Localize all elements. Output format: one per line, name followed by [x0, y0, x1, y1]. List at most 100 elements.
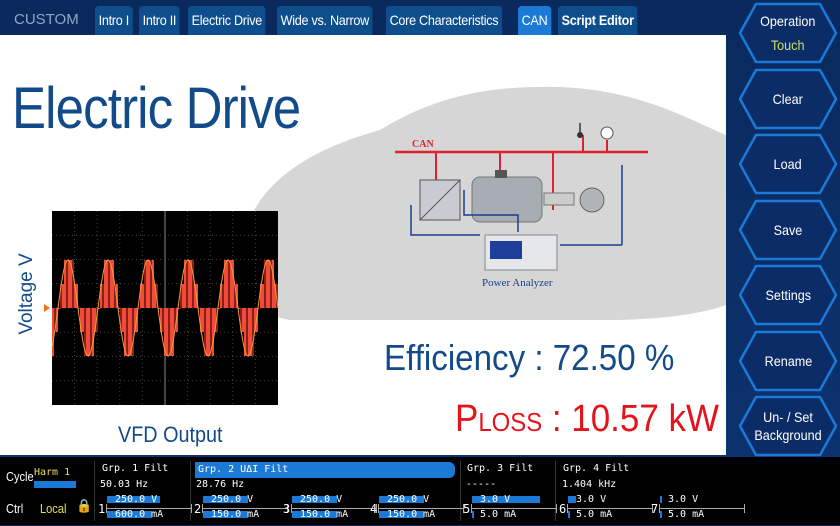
- pwm-segment: [256, 308, 258, 332]
- pwm-segment: [168, 308, 170, 356]
- pwm-segment: [160, 308, 162, 332]
- pwm-segment: [238, 308, 240, 309]
- pwm-segment: [272, 260, 274, 308]
- pwm-segment: [172, 308, 174, 356]
- tab-electric-drive[interactable]: Electric Drive: [187, 6, 266, 35]
- pwm-segment: [112, 260, 114, 308]
- pwm-segment: [166, 308, 168, 356]
- pwm-segment: [252, 308, 254, 356]
- pwm-segment: [92, 308, 94, 356]
- pwm-segment: [240, 308, 242, 332]
- pwm-segment: [222, 284, 224, 308]
- pwm-segment: [258, 308, 260, 309]
- pwm-segment: [208, 308, 210, 356]
- tab-bar: CUSTOM Intro I Intro II Electric Drive W…: [0, 4, 649, 35]
- pwm-segment: [176, 308, 178, 332]
- pwm-segment: [98, 308, 100, 309]
- pwm-segment: [218, 308, 220, 309]
- pwm-segment: [88, 308, 90, 356]
- pwm-segment: [180, 284, 182, 308]
- tab-intro-2[interactable]: Intro II: [139, 6, 181, 35]
- pwm-segment: [80, 308, 82, 332]
- pwm-segment: [200, 308, 202, 332]
- side-button-save[interactable]: Save: [738, 199, 838, 261]
- pwm-segment: [110, 260, 112, 308]
- pwm-segment: [174, 308, 176, 332]
- group-4-title: Grp. 4 Filt: [563, 463, 630, 474]
- pwm-segment: [78, 308, 80, 309]
- side-button-load[interactable]: Load: [738, 133, 838, 195]
- load-machine: [579, 187, 605, 213]
- side-button-panel: Operation Touch Clear Load Save Settings Renam…: [738, 2, 838, 526]
- vfd-waveform: [51, 259, 279, 357]
- side-button-clear[interactable]: Clear: [738, 68, 838, 130]
- pwm-segment: [182, 284, 184, 308]
- pwm-segment: [194, 284, 196, 308]
- ctrl-label: Ctrl: [6, 501, 24, 516]
- pwm-segment: [152, 260, 154, 308]
- thermometer-icon: [577, 123, 583, 138]
- pwm-segment: [198, 308, 200, 309]
- side-button-rename[interactable]: Rename: [738, 330, 838, 392]
- pwm-segment: [140, 284, 142, 308]
- pwm-segment: [188, 260, 190, 308]
- pwm-segment: [128, 308, 130, 356]
- pwm-segment: [228, 260, 230, 308]
- voltage-axis-label: Voltage V: [16, 253, 37, 335]
- pwm-segment: [102, 284, 104, 308]
- tab-can[interactable]: CAN: [518, 6, 552, 35]
- pwm-segment: [158, 308, 160, 309]
- pwm-segment: [130, 308, 132, 356]
- pwm-segment: [146, 260, 148, 308]
- pwm-segment: [248, 308, 250, 356]
- pwm-segment: [162, 308, 164, 332]
- pwm-segment: [72, 260, 74, 308]
- pwm-segment: [178, 308, 180, 309]
- pwm-segment: [242, 308, 244, 332]
- pwm-segment: [202, 308, 204, 332]
- side-button-settings[interactable]: Settings: [738, 264, 838, 326]
- pwm-segment: [142, 284, 144, 308]
- pwm-segment: [60, 284, 62, 308]
- pwm-segment: [116, 284, 118, 308]
- group-3-title: Grp. 3 Filt: [467, 463, 534, 474]
- pwm-segment: [164, 308, 166, 356]
- pwm-segment: [64, 260, 66, 308]
- pwm-segment: [136, 308, 138, 332]
- pwm-segment: [246, 308, 248, 356]
- ploss-sub: LOSS: [478, 407, 543, 437]
- tab-core-characteristics[interactable]: Core Characteristics: [386, 6, 503, 35]
- pwm-segment: [144, 260, 146, 308]
- pwm-segment: [210, 308, 212, 356]
- pwm-segment: [206, 308, 208, 356]
- pwm-segment: [120, 308, 122, 332]
- group-2-header[interactable]: Grp. 2 UΔI Filt: [195, 462, 455, 478]
- tab-wide-vs-narrow[interactable]: Wide vs. Narrow: [277, 6, 373, 35]
- pwm-segment: [132, 308, 134, 356]
- pwm-segment: [226, 260, 228, 308]
- pwm-segment: [170, 308, 172, 356]
- pwm-segment: [56, 308, 58, 332]
- pwm-segment: [84, 308, 86, 356]
- vfd-output-label: VFD Output: [118, 422, 223, 447]
- group-3-freq: -----: [466, 479, 497, 490]
- cycle-value[interactable]: Harm 1: [34, 467, 71, 478]
- tab-intro-1[interactable]: Intro I: [94, 6, 133, 35]
- pwm-segment: [224, 260, 226, 308]
- pwm-segment: [114, 284, 116, 308]
- operation-mode: Touch: [771, 37, 805, 53]
- side-button-un-set-background[interactable]: Un- / Set Background: [738, 395, 838, 457]
- side-button-operation[interactable]: Operation Touch: [738, 2, 838, 64]
- oscilloscope-display: [51, 211, 279, 405]
- pwm-segment: [154, 284, 156, 308]
- efficiency-readout: Efficiency : 72.50 %: [384, 337, 675, 378]
- pwm-segment: [192, 260, 194, 308]
- pwm-segment: [148, 260, 150, 308]
- pwm-segment: [244, 308, 246, 356]
- pwm-segment: [274, 284, 276, 308]
- ploss-value: : 10.57 kW: [542, 398, 719, 440]
- pwm-segment: [82, 308, 84, 332]
- gauge-icon: [600, 126, 614, 140]
- tab-script-editor[interactable]: Script Editor: [557, 6, 637, 35]
